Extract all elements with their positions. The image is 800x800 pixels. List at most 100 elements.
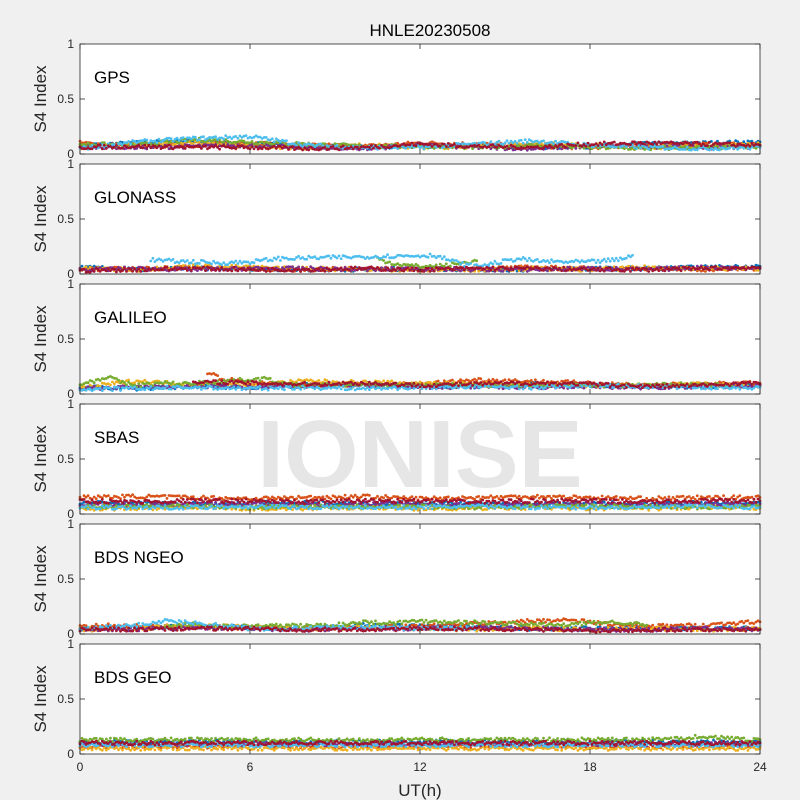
data-point bbox=[564, 145, 568, 149]
data-point bbox=[495, 378, 499, 382]
data-point bbox=[728, 141, 731, 145]
data-point bbox=[139, 270, 143, 273]
data-point bbox=[542, 378, 545, 382]
data-point bbox=[113, 267, 116, 271]
data-point bbox=[145, 138, 149, 142]
data-point bbox=[598, 146, 602, 150]
data-point bbox=[600, 143, 604, 147]
data-point bbox=[222, 261, 226, 264]
data-point bbox=[189, 142, 193, 145]
data-point bbox=[659, 266, 663, 270]
data-point bbox=[511, 268, 515, 272]
data-point bbox=[204, 269, 207, 272]
data-point bbox=[90, 143, 94, 147]
data-point bbox=[748, 147, 752, 151]
data-point bbox=[726, 266, 729, 269]
data-point bbox=[728, 144, 731, 148]
data-point bbox=[82, 267, 86, 271]
data-point bbox=[317, 146, 321, 150]
data-point bbox=[141, 146, 145, 150]
data-point bbox=[335, 143, 339, 147]
data-point bbox=[88, 270, 92, 274]
data-point bbox=[293, 148, 296, 152]
data-point bbox=[519, 258, 523, 261]
data-point bbox=[534, 378, 537, 382]
data-point bbox=[616, 259, 620, 263]
data-point bbox=[270, 142, 274, 146]
data-point bbox=[542, 139, 545, 143]
data-point bbox=[750, 139, 754, 143]
data-point bbox=[536, 142, 539, 146]
data-point bbox=[554, 266, 557, 270]
y-axis-label: S4 Index bbox=[31, 185, 50, 253]
data-point bbox=[596, 258, 600, 262]
data-point bbox=[299, 270, 302, 273]
data-point bbox=[396, 147, 400, 151]
data-point bbox=[625, 256, 628, 260]
data-point bbox=[236, 269, 240, 273]
data-point bbox=[264, 136, 268, 139]
data-point bbox=[430, 267, 434, 271]
data-point bbox=[185, 269, 189, 272]
data-point bbox=[683, 148, 687, 151]
data-point bbox=[248, 141, 252, 145]
data-point bbox=[329, 256, 333, 260]
data-point bbox=[497, 139, 501, 143]
data-point bbox=[647, 147, 651, 151]
data-point bbox=[558, 266, 561, 270]
data-point bbox=[453, 143, 456, 146]
data-point bbox=[177, 141, 181, 145]
data-point bbox=[202, 135, 205, 139]
data-point bbox=[84, 265, 88, 269]
data-point bbox=[230, 269, 234, 273]
data-point bbox=[489, 268, 493, 272]
data-point bbox=[175, 136, 179, 140]
data-point bbox=[507, 147, 511, 151]
data-point bbox=[503, 141, 507, 145]
data-point bbox=[631, 253, 634, 257]
data-point bbox=[529, 142, 533, 146]
data-point bbox=[718, 148, 721, 152]
data-point bbox=[453, 268, 456, 272]
data-point bbox=[317, 267, 321, 270]
data-point bbox=[216, 141, 220, 144]
data-point bbox=[491, 262, 495, 266]
data-point bbox=[272, 144, 276, 148]
data-point bbox=[647, 270, 651, 273]
data-point bbox=[610, 257, 614, 260]
data-point bbox=[202, 140, 205, 144]
data-point bbox=[546, 259, 549, 262]
data-point bbox=[536, 258, 539, 261]
data-point bbox=[353, 143, 357, 147]
data-point bbox=[218, 144, 222, 148]
data-point bbox=[98, 143, 102, 147]
data-point bbox=[649, 267, 653, 270]
data-point bbox=[297, 265, 300, 269]
data-point bbox=[220, 263, 224, 266]
data-point bbox=[695, 264, 699, 268]
data-point bbox=[167, 141, 171, 145]
data-point bbox=[260, 147, 264, 151]
data-point bbox=[149, 146, 153, 150]
data-point bbox=[198, 262, 201, 265]
data-point bbox=[82, 145, 86, 148]
data-point bbox=[234, 135, 238, 138]
data-point bbox=[501, 269, 505, 273]
data-point bbox=[293, 258, 296, 261]
data-point bbox=[602, 140, 606, 144]
data-point bbox=[264, 256, 268, 260]
data-point bbox=[438, 144, 442, 148]
data-point bbox=[149, 259, 153, 263]
data-point bbox=[129, 142, 133, 146]
data-point bbox=[220, 140, 224, 144]
data-point bbox=[384, 268, 387, 272]
data-point bbox=[592, 266, 596, 270]
data-point bbox=[382, 259, 385, 262]
data-point bbox=[734, 145, 738, 148]
data-point bbox=[90, 268, 94, 271]
data-point bbox=[550, 268, 553, 272]
data-point bbox=[606, 257, 610, 261]
data-point bbox=[291, 145, 294, 149]
data-point bbox=[183, 147, 187, 150]
data-point bbox=[608, 259, 612, 263]
